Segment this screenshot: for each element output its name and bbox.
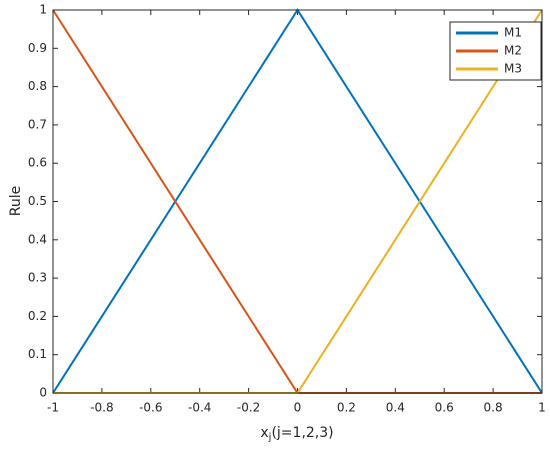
y-tick-label: 0.1	[28, 347, 47, 361]
y-tick-label: 1	[39, 3, 47, 17]
x-tick-label: 0.4	[386, 401, 405, 415]
legend-label: M1	[504, 26, 522, 40]
y-tick-label: 0.6	[28, 156, 47, 170]
x-axis-label-rest: (j=1,2,3)	[271, 425, 333, 441]
y-tick-label: 0.8	[28, 79, 47, 93]
y-tick-label: 0.4	[28, 232, 47, 246]
x-tick-label: 0.2	[337, 401, 356, 415]
x-tick-label: 0.6	[435, 401, 454, 415]
x-tick-label: -0.4	[188, 401, 211, 415]
y-tick-label: 0.9	[28, 41, 47, 55]
x-axis-label: xj(j=1,2,3)	[260, 425, 333, 443]
legend-label: M2	[504, 44, 522, 58]
x-tick-label: 0	[294, 401, 302, 415]
x-axis-label-sub: j	[268, 432, 272, 443]
x-tick-label: 1	[538, 401, 546, 415]
y-tick-label: 0.5	[28, 194, 47, 208]
x-tick-label: -0.6	[139, 401, 162, 415]
y-tick-label: 0	[39, 386, 47, 400]
x-tick-label: -0.8	[90, 401, 113, 415]
x-tick-label: -1	[47, 401, 59, 415]
x-tick-label: 0.8	[484, 401, 503, 415]
x-tick-label: -0.2	[237, 401, 260, 415]
x-axis-label-base: x	[260, 425, 268, 441]
plot-frame	[52, 9, 543, 394]
y-tick-label: 0.3	[28, 271, 47, 285]
legend-label: M3	[504, 62, 522, 76]
y-tick-label: 0.7	[28, 117, 47, 131]
y-axis-label: Rule	[8, 186, 24, 216]
y-tick-label: 0.2	[28, 309, 47, 323]
